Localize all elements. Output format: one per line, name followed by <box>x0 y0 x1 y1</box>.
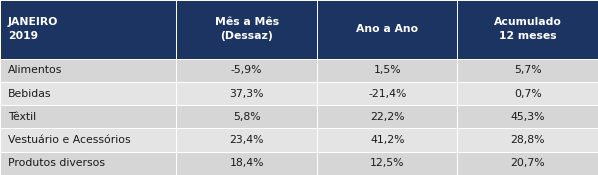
Bar <box>317 152 457 175</box>
Text: 5,8%: 5,8% <box>233 112 261 122</box>
Bar <box>0 0 176 59</box>
Bar <box>176 105 317 128</box>
Bar <box>457 105 598 128</box>
Bar <box>317 82 457 105</box>
Text: 45,3%: 45,3% <box>511 112 545 122</box>
Text: 5,7%: 5,7% <box>514 65 542 75</box>
Bar <box>457 59 598 82</box>
Bar <box>457 128 598 152</box>
Text: Produtos diversos: Produtos diversos <box>8 158 105 168</box>
Text: 23,4%: 23,4% <box>230 135 264 145</box>
Text: 41,2%: 41,2% <box>370 135 404 145</box>
Text: Alimentos: Alimentos <box>8 65 62 75</box>
Text: 0,7%: 0,7% <box>514 89 542 99</box>
Bar <box>176 152 317 175</box>
Text: 12,5%: 12,5% <box>370 158 404 168</box>
Text: 18,4%: 18,4% <box>230 158 264 168</box>
Bar <box>317 105 457 128</box>
Text: Acumulado
12 meses: Acumulado 12 meses <box>494 17 562 41</box>
Bar <box>0 59 176 82</box>
Text: -21,4%: -21,4% <box>368 89 407 99</box>
Bar <box>176 128 317 152</box>
Text: Vestuário e Acessórios: Vestuário e Acessórios <box>8 135 130 145</box>
Bar <box>0 128 176 152</box>
Bar <box>0 152 176 175</box>
Text: Ano a Ano: Ano a Ano <box>356 24 418 34</box>
Bar <box>0 105 176 128</box>
Bar <box>317 59 457 82</box>
Text: 20,7%: 20,7% <box>511 158 545 168</box>
Text: JANEIRO
2019: JANEIRO 2019 <box>8 17 58 41</box>
Bar <box>317 128 457 152</box>
Text: 22,2%: 22,2% <box>370 112 404 122</box>
Text: Mês a Mês
(Dessaz): Mês a Mês (Dessaz) <box>215 17 279 41</box>
Bar <box>317 0 457 59</box>
Text: 1,5%: 1,5% <box>373 65 401 75</box>
Text: 28,8%: 28,8% <box>511 135 545 145</box>
Bar <box>176 82 317 105</box>
Text: Têxtil: Têxtil <box>8 112 36 122</box>
Text: -5,9%: -5,9% <box>231 65 263 75</box>
Bar <box>457 0 598 59</box>
Bar <box>176 0 317 59</box>
Bar <box>0 82 176 105</box>
Text: Bebidas: Bebidas <box>8 89 51 99</box>
Bar <box>457 82 598 105</box>
Bar <box>176 59 317 82</box>
Bar <box>457 152 598 175</box>
Text: 37,3%: 37,3% <box>230 89 264 99</box>
